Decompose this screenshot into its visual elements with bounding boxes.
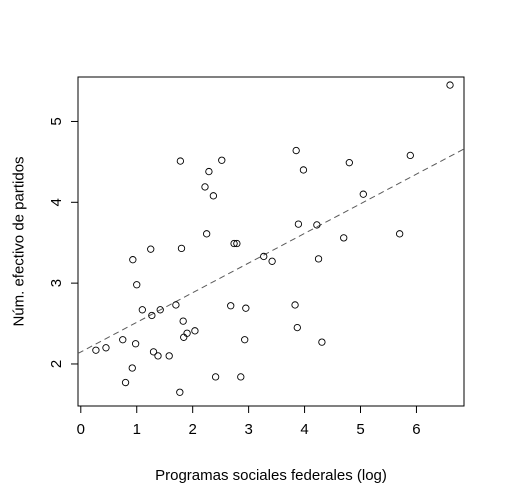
data-point xyxy=(241,336,249,344)
fit-line xyxy=(77,148,465,354)
data-point xyxy=(128,364,136,372)
y-tick-label: 5 xyxy=(48,117,65,125)
data-point xyxy=(406,151,414,160)
y-axis: 2 3 4 5 xyxy=(48,117,78,368)
data-point xyxy=(314,255,323,263)
data-point xyxy=(179,317,187,325)
x-axis-title: Programas sociales federales (log) xyxy=(155,467,387,484)
data-point xyxy=(292,146,300,155)
data-point xyxy=(131,340,140,348)
data-point xyxy=(156,306,164,314)
data-point xyxy=(359,190,367,198)
data-point xyxy=(172,301,180,309)
data-point xyxy=(211,373,220,381)
data-point xyxy=(203,230,211,238)
data-point xyxy=(149,348,158,356)
x-tick-label: 5 xyxy=(356,421,364,438)
data-point xyxy=(345,159,353,167)
data-point xyxy=(102,344,110,352)
x-tick-label: 2 xyxy=(189,421,197,438)
data-point xyxy=(121,378,130,387)
data-point xyxy=(119,336,127,344)
data-point xyxy=(201,183,209,191)
data-point xyxy=(133,281,141,289)
data-point xyxy=(138,306,146,314)
data-point xyxy=(299,166,308,174)
data-point xyxy=(233,239,241,248)
data-point xyxy=(293,323,301,332)
data-point xyxy=(129,256,137,264)
x-tick-label: 0 xyxy=(77,421,85,438)
data-point xyxy=(340,234,348,242)
x-axis: 0 1 2 3 4 5 6 xyxy=(77,406,421,438)
data-point xyxy=(218,156,226,164)
data-point xyxy=(148,311,156,320)
data-point xyxy=(154,352,162,360)
data-point xyxy=(318,338,326,346)
data-point xyxy=(227,302,235,310)
data-point xyxy=(268,257,276,265)
data-point xyxy=(165,352,173,360)
x-tick-label: 1 xyxy=(133,421,141,438)
x-tick-label: 3 xyxy=(244,421,252,438)
data-points xyxy=(92,81,454,396)
data-point xyxy=(209,192,218,200)
plot-frame xyxy=(77,76,465,407)
data-point xyxy=(291,301,299,309)
fit-line-group xyxy=(77,148,465,354)
y-axis-title: Núm. efectivo de partidos xyxy=(10,156,27,326)
x-tick-label: 6 xyxy=(412,421,420,438)
data-point xyxy=(446,81,454,89)
y-tick-label: 3 xyxy=(48,279,65,287)
data-point xyxy=(92,346,100,354)
data-point xyxy=(313,221,321,229)
y-tick-label: 2 xyxy=(48,360,65,368)
x-tick-label: 4 xyxy=(300,421,308,438)
data-point xyxy=(176,157,185,165)
data-point xyxy=(147,245,155,253)
data-point xyxy=(177,244,186,253)
data-point xyxy=(183,329,191,337)
data-point xyxy=(230,239,238,248)
data-point xyxy=(205,167,213,176)
data-point xyxy=(260,252,268,261)
data-point xyxy=(242,304,250,312)
data-point xyxy=(176,388,184,396)
y-tick-label: 4 xyxy=(48,198,65,206)
data-point xyxy=(294,220,303,228)
data-point xyxy=(237,373,245,381)
data-point xyxy=(191,327,199,335)
data-point xyxy=(396,230,404,238)
